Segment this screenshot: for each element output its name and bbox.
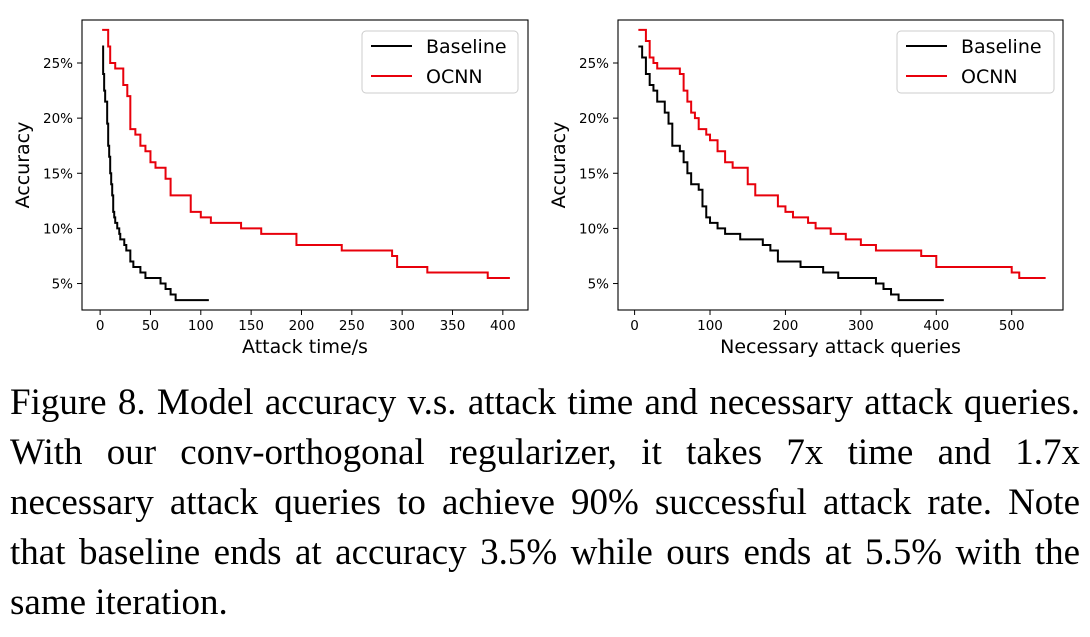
y-tick-label: 20% [579,111,609,127]
x-tick-label: 350 [440,318,466,334]
chart-left: 0 50 100 150 200 250 300 350 400 5% 10% 15% 20% 25% At… [12,19,529,358]
y-axis-label: Accuracy [12,122,34,209]
x-tick-label: 500 [999,318,1025,334]
series-line-ocnn [102,28,510,280]
x-axis-label: Attack time/s [242,336,368,358]
x-tick-label: 150 [238,318,264,334]
x-tick-label: 200 [289,318,315,334]
x-tick-label: 250 [339,318,365,334]
plot-frame [81,19,529,311]
y-tick-label: 5% [52,277,74,293]
legend-label-baseline: Baseline [426,36,507,58]
x-axis-label: Necessary attack queries [720,336,961,358]
y-axis-label: Accuracy [548,122,570,209]
x-tick-label: 50 [142,318,159,334]
figure-charts: 0 50 100 150 200 250 300 350 400 5% 10% 15% 20% 25% At… [12,19,1064,358]
x-tick-label: 400 [923,318,949,334]
plot-frame [617,19,1064,311]
y-tick-label: 15% [579,166,609,182]
x-tick-label: 0 [96,318,105,334]
y-tick-label: 25% [43,56,73,72]
legend-label-ocnn: OCNN [961,66,1018,88]
x-tick-label: 0 [630,318,639,334]
legend-label-baseline: Baseline [961,36,1042,58]
x-tick-label: 200 [773,318,799,334]
y-tick-label: 5% [588,277,610,293]
x-tick-label: 400 [490,318,516,334]
x-tick-label: 300 [848,318,874,334]
x-tick-label: 100 [188,318,214,334]
y-tick-label: 20% [43,111,73,127]
y-tick-label: 10% [43,221,73,237]
series-line-baseline [638,45,944,302]
y-tick-label: 15% [43,166,73,182]
x-tick-label: 100 [697,318,723,334]
y-tick-label: 25% [579,56,609,72]
series-line-baseline [102,45,209,302]
series-line-ocnn [638,28,1046,280]
figure-caption: Figure 8. Model accuracy v.s. attack tim… [10,382,1080,623]
x-tick-label: 300 [389,318,415,334]
y-tick-label: 10% [579,221,609,237]
chart-right: 0 100 200 300 400 500 5% 10% 15% 20% 25% Necessary … [548,19,1064,358]
legend-label-ocnn: OCNN [426,66,483,88]
